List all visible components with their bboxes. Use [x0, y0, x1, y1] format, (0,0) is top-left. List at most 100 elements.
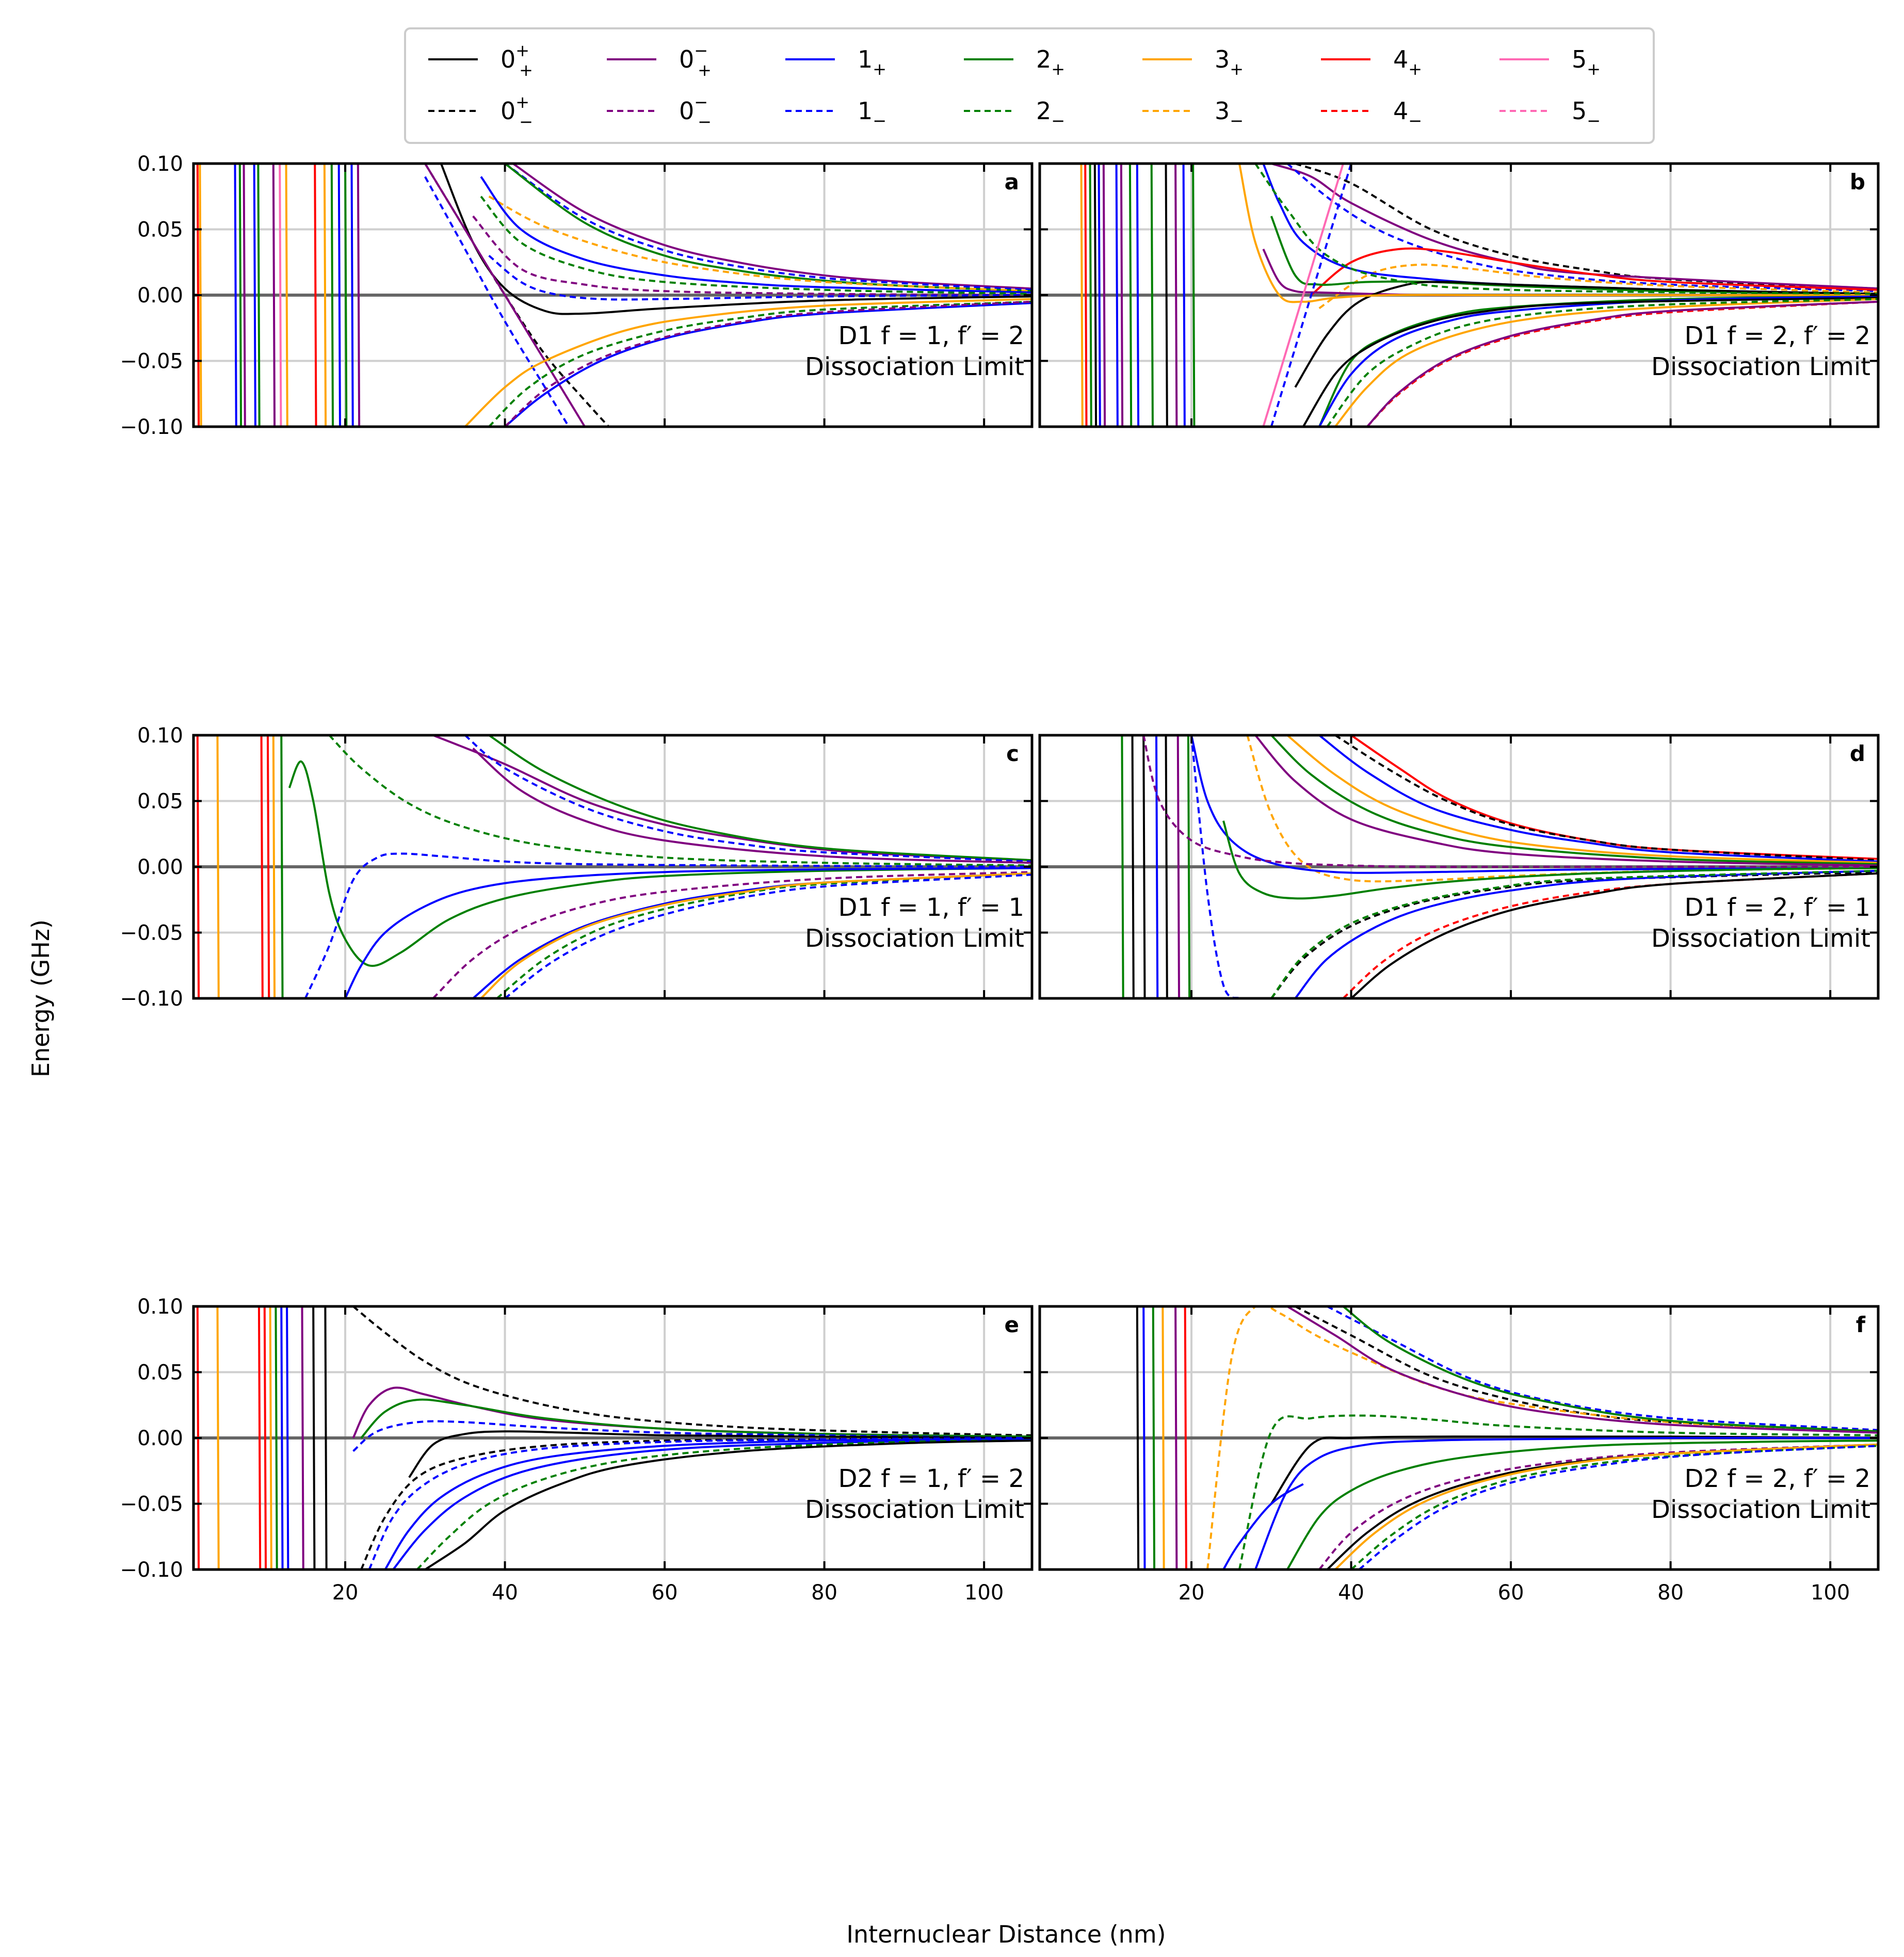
legend-entry-sub: + — [873, 59, 886, 79]
legend-entry-base: 5 — [1572, 97, 1587, 125]
legend-entry-sup: − — [694, 92, 708, 112]
series-line — [1326, 298, 1878, 427]
spike-line — [1098, 164, 1101, 427]
panel-letter: c — [1006, 741, 1019, 766]
series-line — [1270, 216, 1878, 295]
y-tick-label: 0.10 — [137, 724, 183, 748]
x-tick-label: 100 — [1811, 1581, 1850, 1605]
panel-annotation: D2 f = 2, f′ = 2 — [1684, 1464, 1870, 1493]
series-line — [1318, 1443, 1878, 1570]
spike-line — [1155, 735, 1159, 998]
y-tick-label: 0.00 — [137, 1427, 183, 1450]
series-line — [1262, 164, 1345, 427]
spike-line — [1136, 1306, 1140, 1570]
series-line — [1334, 1443, 1878, 1570]
spike-line — [1184, 1306, 1187, 1570]
x-tick-label: 100 — [964, 1581, 1004, 1605]
plot-area — [1080, 164, 1878, 427]
legend-entry: 2− — [1036, 97, 1065, 131]
spike-line — [337, 164, 341, 427]
legend-entry: 4− — [1393, 97, 1422, 131]
legend-frame — [404, 27, 1655, 144]
legend-entry-base: 0 — [679, 45, 694, 73]
spike-line — [238, 164, 243, 427]
panel-annotation: Dissociation Limit — [805, 924, 1024, 953]
series-line — [1270, 871, 1878, 998]
panel-annotation: D1 f = 2, f′ = 2 — [1684, 321, 1870, 350]
series-line — [424, 176, 570, 427]
legend-entry-sub: − — [698, 112, 712, 132]
legend-entry-sub: + — [1408, 59, 1422, 79]
series-line — [1190, 735, 1878, 874]
series-line — [392, 1438, 1032, 1570]
legend-entry-sup: + — [515, 41, 529, 60]
legend: 0+ +0+ −0− +0− −1+1−2+2−3+3−4+4−5+5− — [404, 27, 1655, 144]
spike-line — [350, 164, 354, 427]
series-line — [1270, 164, 1352, 427]
spike-line — [1084, 164, 1088, 427]
legend-entry-base: 3 — [1215, 45, 1230, 73]
spike-line — [243, 164, 246, 427]
series-line — [1271, 164, 1878, 290]
legend-entry: 3− — [1215, 97, 1244, 131]
spike-line — [323, 164, 327, 427]
series-line — [1302, 297, 1878, 427]
legend-entry-sub: − — [1408, 111, 1422, 131]
legend-entry: 1+ — [858, 45, 886, 79]
spike-line — [1121, 735, 1124, 998]
series-line — [1222, 820, 1878, 900]
legend-entry: 5+ — [1572, 45, 1601, 79]
series-line — [1286, 735, 1878, 864]
y-tick-label: 0.00 — [137, 284, 183, 308]
panel-annotation: D2 f = 1, f′ = 2 — [838, 1464, 1024, 1493]
series-line — [432, 871, 1032, 998]
spike-line — [1102, 164, 1106, 427]
series-line — [360, 1398, 1032, 1439]
spike-line — [1161, 1306, 1165, 1570]
panel-annotation: D1 f = 1, f′ = 2 — [838, 321, 1024, 350]
legend-entry-base: 5 — [1572, 45, 1587, 73]
series-line — [1254, 1436, 1878, 1570]
plot-area — [1136, 1306, 1878, 1570]
series-line — [344, 867, 1032, 998]
spike-line — [272, 164, 276, 427]
series-line — [328, 735, 1032, 867]
series-line — [480, 872, 1032, 998]
spike-line — [286, 1306, 289, 1570]
x-tick-label: 20 — [1179, 1581, 1205, 1605]
spike-line — [1131, 735, 1135, 998]
legend-entry-base: 4 — [1393, 97, 1408, 125]
series-line — [1366, 300, 1878, 427]
panel-a: −0.10 −0.05 0.00 0.05 0.10 a D1 f = 1, f′ = 2D… — [120, 152, 1034, 439]
legend-entry-base: 0 — [501, 97, 515, 125]
legend-entry-sub: + — [1230, 59, 1244, 79]
series-line — [1270, 869, 1878, 998]
legend-entry: 0− − — [679, 92, 712, 132]
spike-line — [1142, 1306, 1146, 1570]
legend-entry-sub: − — [873, 111, 886, 131]
y-tick-label: 0.10 — [137, 1295, 183, 1319]
spike-line — [1187, 735, 1191, 998]
spike-line — [216, 735, 220, 998]
legend-entry: 2+ — [1036, 45, 1065, 79]
spike-line — [330, 164, 334, 427]
panel-annotation: Dissociation Limit — [1651, 1495, 1870, 1524]
legend-entry-sub: − — [1230, 111, 1244, 131]
legend-entry-base: 2 — [1036, 45, 1051, 73]
panel-e: 20 40 60 80 100 −0.10 −0.05 0.00 0.05 0.10 e D2 f =… — [120, 1295, 1034, 1605]
spike-line — [1182, 164, 1186, 427]
plot-area — [196, 1306, 1032, 1570]
series-line — [1350, 872, 1878, 998]
y-tick-label: −0.05 — [120, 921, 183, 945]
series-line — [1334, 735, 1878, 862]
series-line — [352, 1306, 1032, 1436]
x-axis-label: Internuclear Distance (nm) — [846, 1920, 1166, 1948]
spike-line — [357, 164, 361, 427]
series-line — [408, 1430, 1032, 1478]
spike-line — [280, 1306, 284, 1570]
legend-entry-sub: + — [1587, 59, 1601, 79]
spike-line — [1089, 164, 1092, 427]
spike-line — [257, 164, 261, 427]
legend-entry: 0+ − — [501, 92, 533, 132]
